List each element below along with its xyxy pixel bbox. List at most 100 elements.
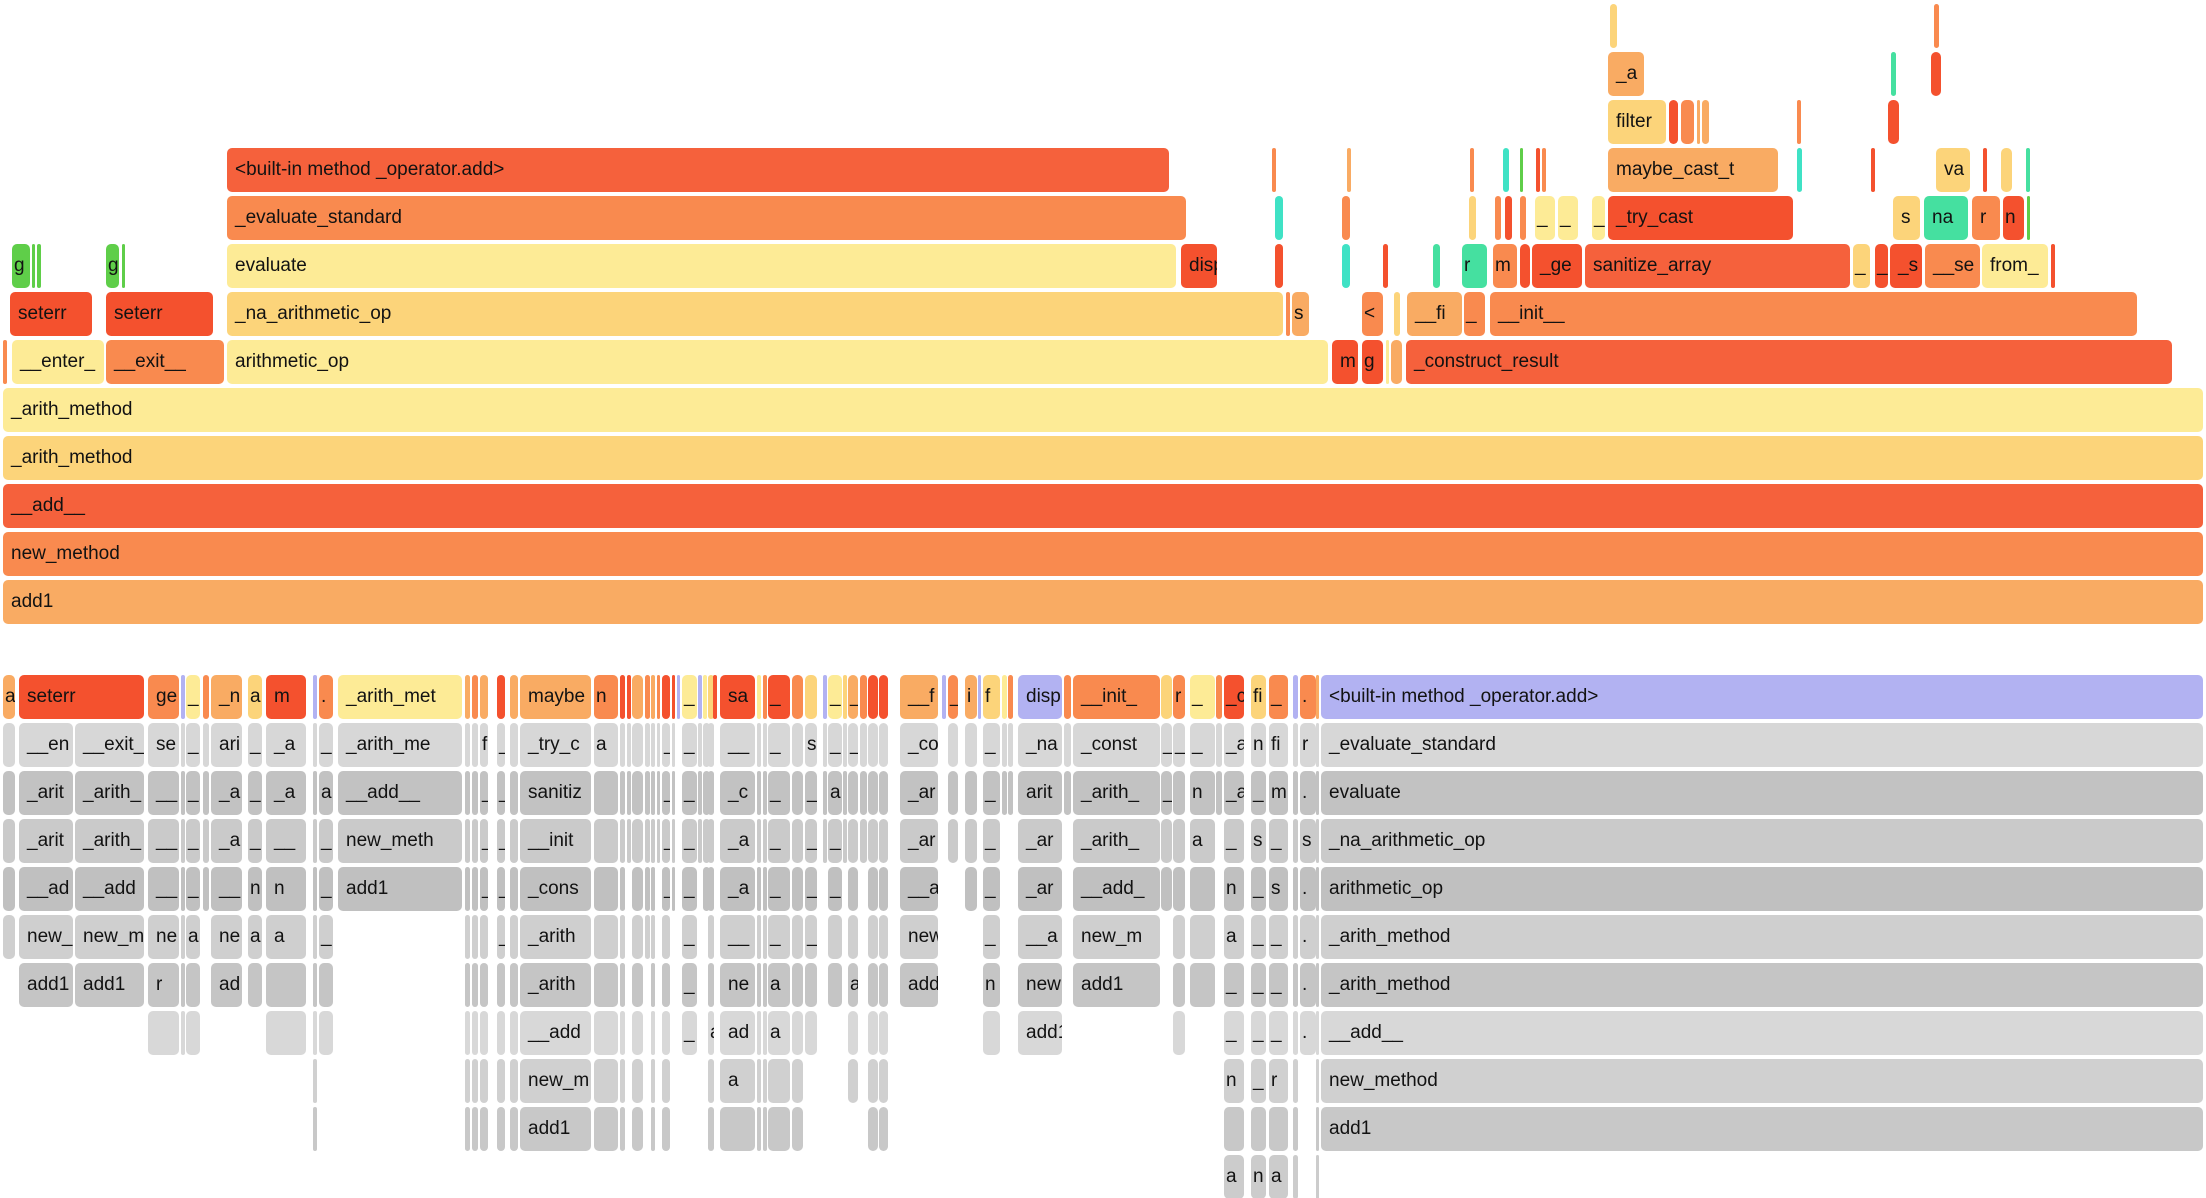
callee-header-sliver[interactable] (1316, 675, 1319, 719)
caller-cell-sliver[interactable] (868, 723, 878, 767)
caller-cell-_ar[interactable]: _ar (1018, 867, 1062, 911)
caller-cell-sliver[interactable] (1216, 771, 1222, 815)
callee-header-sliver[interactable] (823, 675, 827, 719)
caller-cell-sliver[interactable] (1316, 723, 1319, 767)
caller-cell-sliver[interactable] (313, 915, 317, 959)
caller-cell-sliver[interactable] (1316, 1107, 1319, 1151)
frame-sliver[interactable] (1891, 52, 1896, 96)
caller-cell-sliver[interactable] (768, 1059, 790, 1103)
frame-_na_arithmetic_op[interactable]: _na_arithmetic_op (227, 292, 1283, 336)
caller-cell-sliver[interactable] (1190, 867, 1215, 911)
caller-cell-sliver[interactable] (1173, 915, 1185, 959)
caller-cell-sliver[interactable] (868, 915, 878, 959)
caller-cell-sliver[interactable] (472, 963, 478, 1007)
caller-cell-sliver[interactable] (620, 771, 625, 815)
caller-cell-sliver[interactable] (757, 771, 761, 815)
callee-header-sliver[interactable] (677, 675, 680, 719)
frame-m[interactable]: m (1493, 244, 1517, 288)
frame-sliver[interactable] (1383, 244, 1388, 288)
caller-cell-_[interactable]: _ (768, 771, 790, 815)
caller-cell-sliver[interactable] (763, 915, 767, 959)
caller-cell-sliver[interactable] (792, 867, 803, 911)
callee-header-sliver[interactable] (657, 675, 660, 719)
caller-cell-_try_c[interactable]: _try_c (520, 723, 591, 767)
caller-cell-sliver[interactable] (868, 1107, 878, 1151)
caller-cell-sliver[interactable] (848, 867, 858, 911)
caller-cell-sliver[interactable] (465, 915, 470, 959)
caller-cell-a[interactable]: a (186, 915, 200, 959)
caller-cell-sliver[interactable] (465, 1107, 470, 1151)
caller-cell-sliver[interactable] (879, 1059, 888, 1103)
caller-cell-sliver[interactable] (645, 723, 650, 767)
frame-sliver[interactable] (1505, 196, 1512, 240)
caller-cell-sliver[interactable] (708, 915, 714, 959)
caller-cell-_[interactable]: _ (1224, 1011, 1244, 1055)
caller-cell-sanitiz[interactable]: sanitiz (520, 771, 591, 815)
caller-cell-s[interactable]: s (1300, 819, 1316, 863)
frame-sliver[interactable] (1610, 4, 1617, 48)
callee-header-_[interactable]: _ (682, 675, 697, 719)
caller-cell-sliver[interactable] (319, 963, 333, 1007)
caller-cell-f[interactable]: f (480, 723, 488, 767)
caller-cell-a[interactable]: a (1224, 915, 1244, 959)
caller-cell-sliver[interactable] (510, 915, 518, 959)
callee-header-n[interactable]: n (594, 675, 618, 719)
caller-cell-_[interactable]: _ (662, 723, 670, 767)
caller-cell-_c[interactable]: _c (720, 771, 755, 815)
caller-cell-sliver[interactable] (672, 771, 675, 815)
caller-cell-ne[interactable]: ne (148, 915, 179, 959)
caller-cell-sliver[interactable] (627, 771, 631, 815)
caller-cell-sliver[interactable] (3, 867, 15, 911)
caller-cell-sliver[interactable] (620, 723, 625, 767)
frame-r[interactable]: r (1972, 196, 2000, 240)
selected-frame-builtinmethod_operatoradd[interactable]: <built-in method _operator.add> (1321, 675, 2203, 719)
callee-header-sliver[interactable] (1161, 675, 1172, 719)
callee-header-f[interactable]: f (983, 675, 1000, 719)
caller-cell-__add_[interactable]: __add_ (1073, 867, 1160, 911)
caller-cell-a[interactable]: a (1224, 1155, 1244, 1198)
caller-cell-sliver[interactable] (651, 915, 655, 959)
caller-cell-_[interactable]: _ (682, 963, 697, 1007)
caller-cell-_a[interactable]: _a (266, 771, 306, 815)
frame-sliver[interactable] (1503, 148, 1509, 192)
caller-cell-sliver[interactable] (497, 963, 505, 1007)
caller-cell-_na_arithmetic_op[interactable]: _na_arithmetic_op (1321, 819, 2203, 863)
callee-header-_[interactable]: _ (848, 675, 858, 719)
caller-cell-__a[interactable]: __a (1018, 915, 1062, 959)
frame-_evaluate_standard[interactable]: _evaluate_standard (227, 196, 1186, 240)
frame-r[interactable]: r (1462, 244, 1487, 288)
frame-sliver[interactable] (1347, 148, 1351, 192)
caller-cell-_[interactable]: _ (480, 771, 488, 815)
caller-cell-sliver[interactable] (1293, 867, 1298, 911)
frame-sliver[interactable] (1272, 148, 1276, 192)
caller-cell-ne[interactable]: ne (211, 915, 242, 959)
caller-cell-__exit_[interactable]: __exit_ (75, 723, 144, 767)
caller-cell-sliver[interactable] (632, 1107, 643, 1151)
caller-cell-se[interactable]: se (148, 723, 179, 767)
caller-cell-s[interactable]: s (1269, 867, 1288, 911)
frame-__se[interactable]: __se (1925, 244, 1980, 288)
caller-cell-a[interactable]: a (319, 771, 333, 815)
caller-cell-sliver[interactable] (594, 819, 618, 863)
caller-cell-ad[interactable]: ad (211, 963, 242, 1007)
caller-cell-sliver[interactable] (313, 771, 317, 815)
callee-header-ge[interactable]: ge (148, 675, 179, 719)
frame-sliver[interactable] (1520, 196, 1526, 240)
frame-arithmetic_op[interactable]: arithmetic_op (227, 340, 1328, 384)
caller-cell-sliver[interactable] (792, 1059, 803, 1103)
caller-cell-ad[interactable]: ad (720, 1011, 755, 1055)
caller-cell-arithmetic_op[interactable]: arithmetic_op (1321, 867, 2203, 911)
caller-cell-_arith_[interactable]: _arith_ (75, 819, 144, 863)
frame-va[interactable]: va (1936, 148, 1970, 192)
caller-cell-_[interactable]: _ (662, 867, 670, 911)
caller-cell-_[interactable]: _ (497, 867, 505, 911)
caller-cell-sliver[interactable] (662, 963, 670, 1007)
caller-cell-_[interactable]: _ (682, 819, 697, 863)
caller-cell-sliver[interactable] (672, 867, 675, 911)
caller-cell-_a[interactable]: _a (266, 723, 306, 767)
frame-sliver[interactable] (32, 244, 35, 288)
caller-cell-sliver[interactable] (620, 1107, 625, 1151)
caller-cell-sliver[interactable] (510, 1107, 518, 1151)
caller-cell-_[interactable]: _ (682, 771, 697, 815)
caller-cell-_[interactable]: _ (983, 867, 1000, 911)
